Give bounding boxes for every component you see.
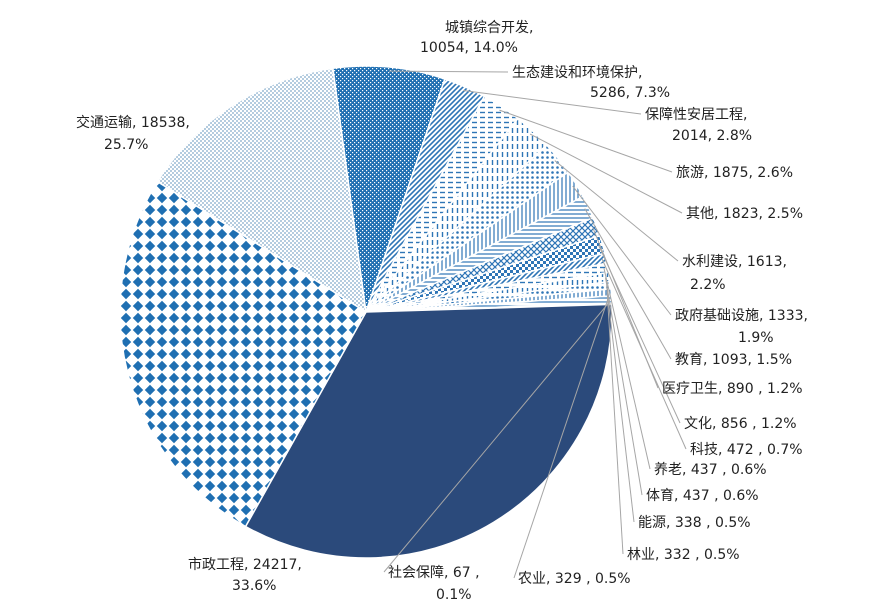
pie-slice-18 xyxy=(244,303,613,559)
data-label-13-line-1: 体育, 437 , 0.6% xyxy=(646,488,759,504)
data-label-1-line-1: 城镇综合开发, xyxy=(445,20,533,36)
pie-slices xyxy=(119,65,613,559)
leader-line-13 xyxy=(605,277,643,496)
leader-line-7 xyxy=(572,185,672,316)
leader-line-2 xyxy=(389,70,509,73)
data-label-3-line-1: 保障性安居工程, xyxy=(645,107,747,123)
data-label-6-line-1: 水利建设, 1613, xyxy=(682,254,787,270)
leader-lines xyxy=(383,70,687,579)
data-label-17-line-2: 0.1% xyxy=(436,587,472,603)
data-label-9-line-1: 医疗卫生, 890 , 1.2% xyxy=(662,381,803,397)
leader-line-14 xyxy=(606,285,635,523)
leader-line-3 xyxy=(463,90,642,115)
leader-line-15 xyxy=(606,292,624,555)
data-label-7-line-1: 政府基础设施, 1333, xyxy=(675,307,808,324)
leader-line-6 xyxy=(554,160,679,262)
pie-slice-2 xyxy=(332,65,446,313)
data-label-2-line-2: 5286, 7.3% xyxy=(590,85,670,101)
leader-line-8 xyxy=(584,208,672,360)
leader-line-11 xyxy=(601,258,687,450)
data-label-18-line-1: 市政工程, 24217, xyxy=(188,556,302,573)
data-label-3-line-2: 2014, 2.8% xyxy=(672,128,752,144)
data-label-19-line-2: 25.7% xyxy=(104,137,148,153)
pie-slice-1 xyxy=(156,67,367,314)
data-label-10-line-1: 文化, 856 , 1.2% xyxy=(684,416,797,432)
data-label-19-line-1: 交通运输, 18538, xyxy=(76,114,190,131)
data-label-15-line-1: 林业, 332 , 0.5% xyxy=(627,547,740,563)
data-label-18-line-2: 33.6% xyxy=(232,578,276,594)
leader-line-10 xyxy=(598,245,681,424)
data-label-4-line-1: 旅游, 1875, 2.6% xyxy=(676,165,793,181)
data-label-1-line-2: 10054, 14.0% xyxy=(420,40,518,56)
leader-line-5 xyxy=(529,133,683,214)
pie-slice-19 xyxy=(119,180,368,528)
data-label-2-line-1: 生态建设和环境保护, xyxy=(512,65,642,81)
leader-line-16 xyxy=(513,299,609,579)
data-label-14-line-1: 能源, 338 , 0.5% xyxy=(638,515,751,531)
data-label-8-line-1: 教育, 1093, 1.5% xyxy=(675,352,792,368)
data-label-12-line-1: 养老, 437 , 0.6% xyxy=(654,462,767,478)
data-labels: 城镇综合开发, 10054, 14.0% 生态建设和环境保护, 5286, 7.3% 保… xyxy=(76,20,808,603)
data-label-17-line-1: 社会保障, 67 , xyxy=(388,565,480,581)
data-label-5-line-1: 其他, 1823, 2.5% xyxy=(686,206,803,222)
data-label-6-line-2: 2.2% xyxy=(690,277,726,293)
leader-line-4 xyxy=(499,109,673,173)
data-label-16-line-1: 农业, 329 , 0.5% xyxy=(518,571,631,587)
leader-line-12 xyxy=(603,268,651,470)
data-label-7-line-2: 1.9% xyxy=(738,330,774,346)
leader-line-17 xyxy=(383,303,609,573)
data-label-11-line-1: 科技, 472 , 0.7% xyxy=(690,442,803,458)
